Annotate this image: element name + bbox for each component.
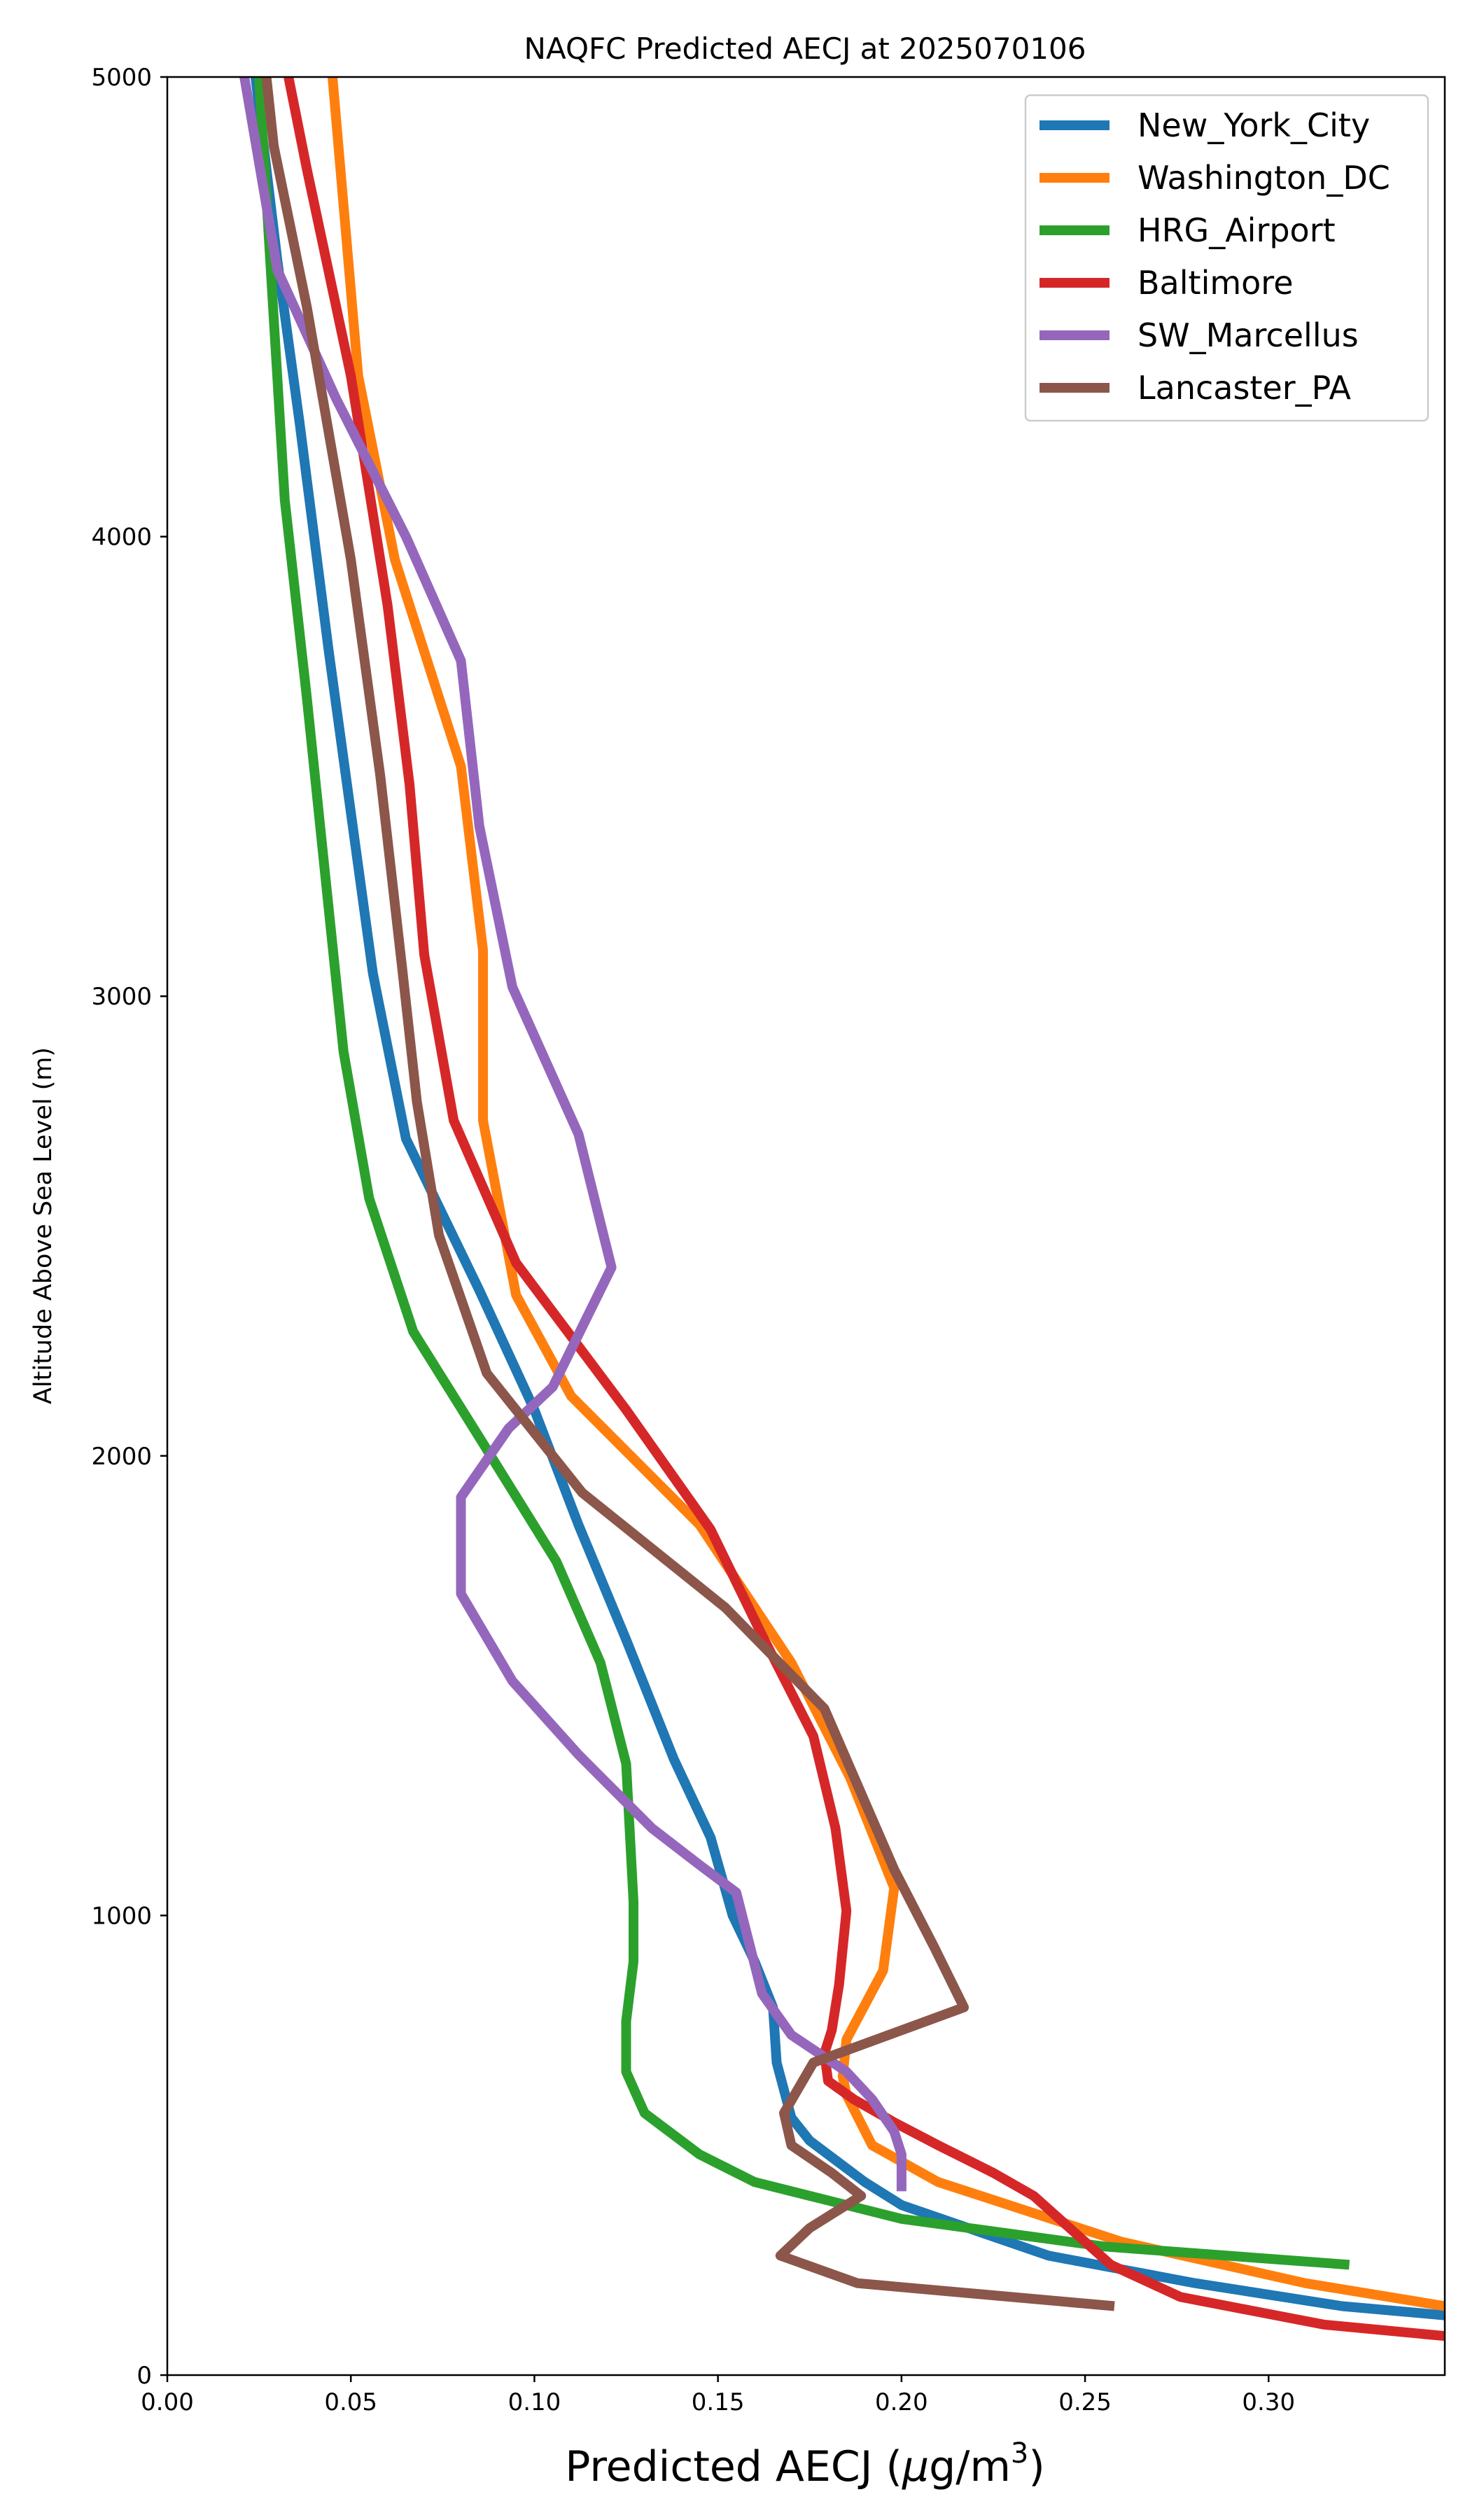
legend-label: HRG_Airport (1138, 211, 1336, 249)
plot-area (166, 76, 1446, 2376)
y-axis-label: Altitude Above Sea Level (m) (29, 1047, 57, 1404)
legend-label: SW_Marcellus (1138, 316, 1359, 354)
x-tick-label: 0.15 (692, 2388, 745, 2416)
x-tick-label: 0.30 (1242, 2388, 1295, 2416)
y-tick-label: 3000 (91, 983, 152, 1011)
series-line-lancaster-pa (261, 77, 1115, 2311)
y-tick-label: 4000 (91, 524, 152, 552)
series-line-sw-marcellus (239, 77, 906, 2192)
legend-label: Lancaster_PA (1138, 369, 1351, 407)
legend-box (1024, 94, 1429, 422)
x-tick-label: 0.10 (508, 2388, 561, 2416)
y-tick-label: 1000 (91, 1902, 152, 1930)
y-tick-label: 0 (136, 2362, 152, 2390)
legend-label: Baltimore (1138, 264, 1294, 302)
x-tick-label: 0.00 (141, 2388, 194, 2416)
x-tick-label: 0.20 (875, 2388, 928, 2416)
chart-title: NAQFC Predicted AECJ at 2025070106 (524, 31, 1086, 66)
y-tick-label: 5000 (91, 64, 152, 92)
x-axis: 0.00 0.05 0.10 0.15 0.20 0.25 0.30 (141, 2375, 1295, 2416)
legend-label: New_York_City (1138, 106, 1370, 144)
series-line-hrg-airport (254, 77, 1350, 2270)
plot-frame (166, 76, 1446, 2376)
x-axis-label-suffix: ) (1028, 2442, 1044, 2491)
series-line-new-york-city (250, 77, 1445, 2320)
x-tick-label: 0.25 (1058, 2388, 1112, 2416)
x-axis-label-units: g/m (929, 2442, 1011, 2491)
series-line-baltimore (284, 77, 1445, 2342)
x-tick-label: 0.05 (324, 2388, 377, 2416)
x-axis-label-prefix: Predicted AECJ ( (565, 2442, 902, 2491)
series-layer (239, 77, 1445, 2342)
y-axis: 0 1000 2000 3000 4000 5000 (91, 64, 167, 2390)
legend-label: Washington_DC (1138, 159, 1390, 197)
y-tick-label: 2000 (91, 1443, 152, 1471)
x-axis-label-superscript: 3 (1011, 2437, 1028, 2470)
legend: New_York_City Washington_DC HRG_Airport Bal… (1024, 94, 1429, 422)
x-axis-label-mu: μ (902, 2442, 929, 2491)
x-axis-label: Predicted AECJ (μg/m3) (565, 2437, 1045, 2491)
